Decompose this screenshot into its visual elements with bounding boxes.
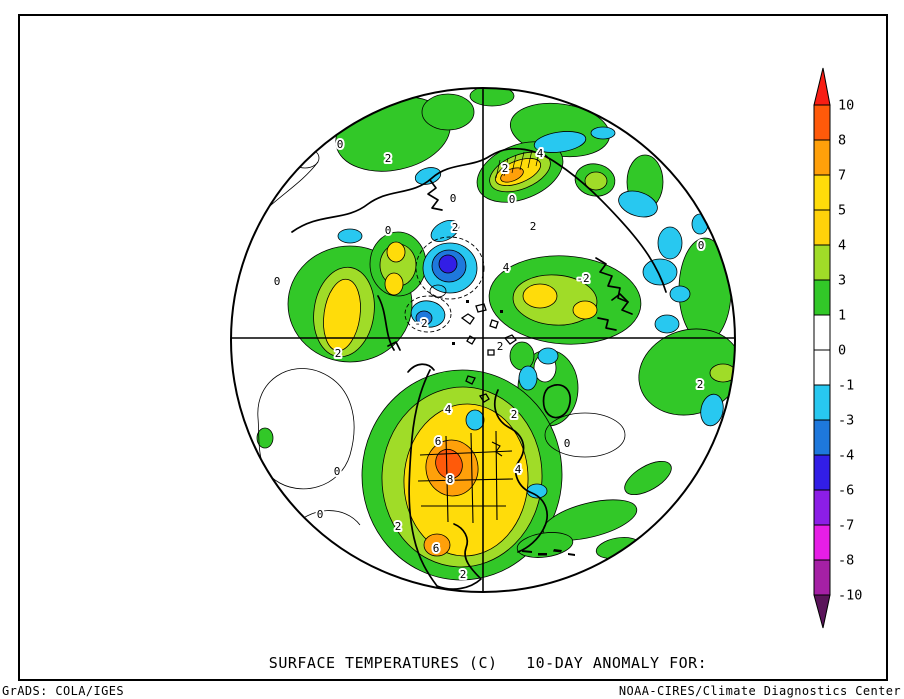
colorbar-segment	[813, 279, 831, 316]
coastlines	[291, 147, 667, 590]
colorbar-tick-label: 3	[838, 273, 846, 289]
colorbar-tick-label: -10	[838, 588, 862, 604]
contour-labels: 0 2 4 2 0 0 2 2 0 0 4 -2 -2 2 0 2 2 2 0 0 4 6 8 4 0 2 6 2	[272, 136, 707, 583]
colorbar-tick-label: -4	[838, 448, 854, 464]
colorbar-arrow-down	[813, 594, 831, 629]
contour-label: 6	[433, 542, 440, 555]
contour-label: 2	[497, 340, 504, 353]
colorbar-segment	[813, 489, 831, 526]
colorbar-segment	[813, 139, 831, 176]
grads-credit: GrADS: COLA/IGES	[2, 684, 124, 698]
anomaly-shading-indigo	[438, 254, 458, 274]
contour-label: 4	[515, 463, 522, 476]
colorbar-tick-label: 8	[838, 133, 846, 149]
colorbar-tick-label: 1	[838, 308, 846, 324]
contour-label: 2	[697, 378, 704, 391]
colorbar-segment	[813, 419, 831, 456]
contour-label: 0	[509, 193, 516, 206]
contour-label: 2	[511, 408, 518, 421]
zero-contours	[246, 147, 626, 531]
colorbar-tick-label: -3	[838, 413, 854, 429]
colorbar-arrow-up	[813, 67, 831, 106]
colorbar-tick-label: 10	[838, 98, 854, 114]
colorbar-segment	[813, 209, 831, 246]
contour-label: 0	[274, 275, 281, 288]
contour-label: 0	[317, 508, 324, 521]
contour-label: 0	[450, 192, 457, 205]
island-specks	[452, 300, 575, 556]
colorbar-segment	[813, 104, 831, 141]
colorbar-tick-label: 4	[838, 238, 846, 254]
colorbar-segment	[813, 174, 831, 211]
contour-label: 4	[503, 261, 510, 274]
plot-title-line1: SURFACE TEMPERATURES (C) 10-DAY ANOMALY …	[268, 654, 708, 672]
contour-label: -2	[576, 272, 589, 285]
contour-label: 2	[530, 220, 537, 233]
colorbar-tick-label: -1	[838, 378, 854, 394]
colorbar-segment	[813, 314, 831, 351]
contour-label: 2	[335, 347, 342, 360]
plot-title: SURFACE TEMPERATURES (C) 10-DAY ANOMALY …	[269, 616, 707, 699]
contour-label: 2	[385, 152, 392, 165]
colorbar-segment	[813, 524, 831, 561]
contour-label: 0	[337, 138, 344, 151]
plot-frame	[18, 14, 888, 681]
contour-label: 4	[445, 403, 452, 416]
colorbar-tick-label: -7	[838, 518, 854, 534]
contour-label: 0	[385, 224, 392, 237]
colorbar-segment	[813, 349, 831, 386]
colorbar-tick-label: -6	[838, 483, 854, 499]
contour-label: -2	[414, 317, 427, 330]
contour-label: 0	[698, 239, 705, 252]
colorbar-segment	[813, 244, 831, 281]
contour-label: 8	[447, 473, 454, 486]
colorbar-tick-label: 0	[838, 343, 846, 359]
contour-label: 0	[564, 437, 571, 450]
contour-hatching	[495, 147, 541, 179]
contour-label: 2	[395, 520, 402, 533]
contour-label: 2	[452, 221, 459, 234]
contour-label: 2	[502, 162, 509, 175]
colorbar-tick-label: 5	[838, 203, 846, 219]
contour-label: 0	[334, 465, 341, 478]
colorbar-segment	[813, 454, 831, 491]
colorbar-segment	[813, 384, 831, 421]
colorbar-segment	[813, 559, 831, 596]
contour-label: 2	[460, 568, 467, 581]
contour-label: 4	[537, 147, 544, 160]
colorbar-tick-label: 7	[838, 168, 846, 184]
anomaly-shading-orange-red	[435, 448, 463, 480]
contour-label: 6	[435, 435, 442, 448]
noaa-credit: NOAA-CIRES/Climate Diagnostics Center	[618, 684, 901, 698]
colorbar-tick-label: -8	[838, 553, 854, 569]
